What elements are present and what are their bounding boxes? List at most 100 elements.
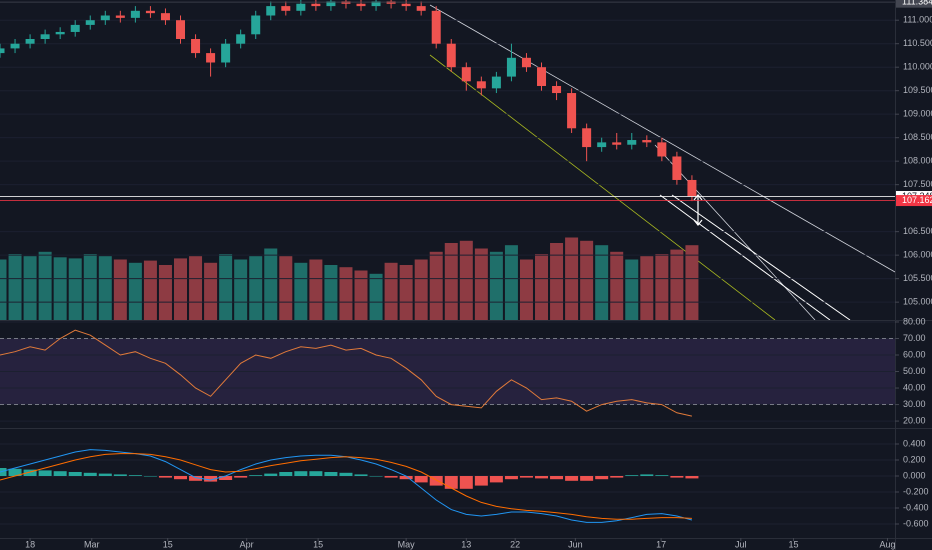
candle-body	[130, 10, 140, 18]
price-label-box	[896, 195, 932, 207]
macd-hist-bar	[625, 475, 639, 476]
volume-bar	[429, 251, 443, 320]
volume-bar	[474, 248, 488, 320]
candle-body	[642, 140, 652, 143]
price-pane	[0, 0, 895, 320]
macd-hist-bar	[535, 476, 549, 479]
macd-hist-bar	[38, 470, 52, 476]
channel-line	[654, 144, 816, 320]
macd-hist-bar	[414, 476, 428, 483]
candle-body	[221, 43, 231, 63]
volume-bar	[158, 265, 172, 320]
volume-bar	[98, 256, 112, 320]
macd-hist-bar	[670, 476, 684, 478]
macd-hist-bar	[565, 476, 579, 481]
macd-hist-bar	[640, 474, 654, 476]
volume-bar	[294, 262, 308, 320]
price-label-box	[896, 0, 932, 8]
macd-hist-bar	[113, 474, 127, 476]
volume-bar	[640, 256, 654, 320]
volume-bar	[189, 256, 203, 320]
macd-hist-bar	[444, 476, 458, 489]
y-tick-label: 50.00	[903, 366, 926, 376]
candle-body	[100, 15, 110, 21]
candle-body	[296, 3, 306, 11]
y-tick-label: 80.00	[903, 316, 926, 326]
candle-body	[552, 85, 562, 94]
candle-body	[266, 6, 276, 16]
x-tick-label: 17	[656, 539, 666, 549]
y-tick-label: 106.000	[903, 250, 932, 260]
macd-hist-bar	[234, 476, 248, 478]
y-tick-label: 109.000	[903, 109, 932, 119]
candle-body	[115, 15, 125, 18]
macd-hist-bar	[489, 476, 503, 483]
volume-bar	[174, 258, 188, 320]
rsi-line	[0, 329, 693, 417]
y-tick-label: 108.500	[903, 132, 932, 142]
macd-hist-bar	[189, 476, 203, 481]
candle-body	[85, 20, 95, 25]
volume-bar	[459, 240, 473, 320]
macd-hist-bar	[504, 476, 518, 480]
macd-hist-bar	[98, 473, 112, 476]
y-tick-label: -0.600	[903, 518, 929, 528]
macd-hist-bar	[519, 476, 533, 478]
volume-bar	[489, 251, 503, 320]
volume-bar	[655, 254, 669, 320]
trend-line	[429, 4, 895, 273]
y-tick-label: 108.000	[903, 156, 932, 166]
x-tick-label: 15	[313, 539, 323, 549]
volume-bar	[595, 245, 609, 320]
volume-bar	[113, 259, 127, 320]
volume-bar	[249, 256, 263, 320]
y-tick-label: 109.500	[903, 85, 932, 95]
y-tick-label: 110.000	[903, 62, 932, 72]
volume-bar	[685, 245, 699, 320]
candle-body	[160, 13, 170, 21]
candle-body	[206, 53, 216, 63]
candle-body	[236, 34, 246, 44]
macd-hist-bar	[23, 469, 37, 476]
volume-bar	[128, 262, 142, 320]
macd-hist-bar	[399, 476, 413, 480]
macd-line	[0, 449, 693, 523]
candle-body	[70, 24, 80, 32]
macd-hist-bar	[595, 476, 609, 480]
y-tick-label: 30.00	[903, 399, 926, 409]
macd-hist-bar	[369, 476, 383, 477]
x-tick-label: 18	[25, 539, 35, 549]
candle-body	[251, 15, 261, 35]
volume-bar	[670, 249, 684, 320]
y-tick-label: 0.200	[903, 454, 926, 464]
volume-bar	[53, 257, 67, 320]
macd-hist-bar	[219, 476, 233, 480]
macd-hist-bar	[384, 476, 398, 478]
candle-body	[311, 3, 321, 7]
volume-bar	[0, 259, 7, 320]
channel-line	[659, 194, 831, 320]
candle-body	[672, 156, 682, 180]
candle-body	[687, 179, 697, 197]
candle-body	[25, 39, 35, 44]
x-tick-label: Jun	[568, 539, 583, 549]
volume-bar	[580, 240, 594, 320]
macd-hist-bar	[8, 468, 22, 476]
volume-bar	[83, 254, 97, 320]
volume-bar	[369, 273, 383, 320]
macd-hist-bar	[249, 475, 263, 476]
macd-hist-bar	[610, 476, 624, 478]
candle-body	[597, 142, 607, 148]
volume-bar	[610, 251, 624, 320]
candle-body	[281, 6, 291, 11]
volume-bar	[414, 259, 428, 320]
volume-bar	[324, 265, 338, 320]
price-label: 107.162	[902, 195, 932, 205]
macd-hist-bar	[354, 474, 368, 476]
macd-hist-bar	[324, 472, 338, 476]
candle-body	[506, 57, 516, 77]
volume-bar	[23, 256, 37, 320]
macd-hist-bar	[264, 473, 278, 476]
x-tick-label: 15	[788, 539, 798, 549]
